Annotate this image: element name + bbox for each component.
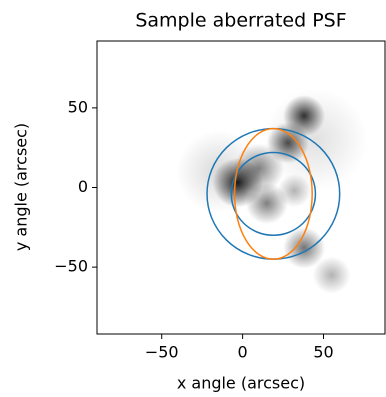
plot-area [176, 88, 368, 294]
x-axis-label: x angle (arcsec) [177, 374, 305, 393]
x-tick-label: −50 [145, 343, 179, 362]
y-tick-label: −50 [54, 257, 88, 276]
y-tick-label: 50 [68, 97, 88, 116]
psf-blob [176, 130, 260, 213]
y-axis-label: y angle (arcsec) [12, 123, 31, 251]
x-tick-label: 0 [238, 343, 248, 362]
y-tick-label: 0 [78, 177, 88, 196]
chart: Sample aberrated PSF x angle (arcsec) y … [0, 0, 386, 397]
chart-title: Sample aberrated PSF [135, 10, 346, 32]
x-tick-label: 50 [313, 343, 333, 362]
psf-blob [313, 256, 351, 293]
psf-blob [263, 88, 368, 192]
